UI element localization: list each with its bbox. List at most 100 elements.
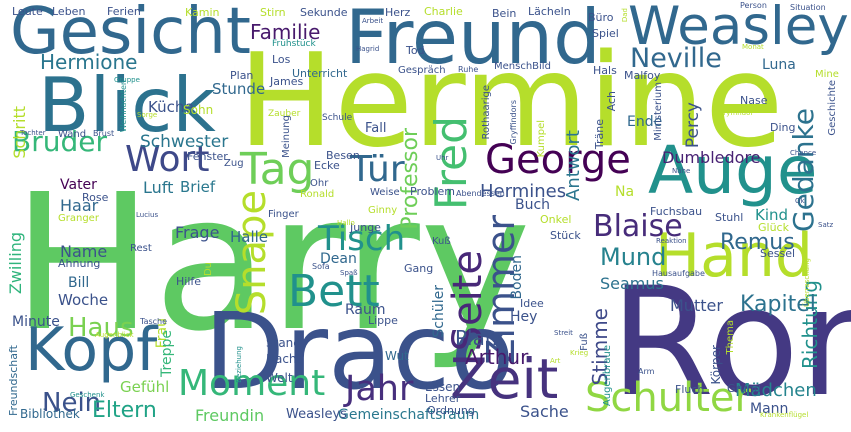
- word-ron: Ron: [610, 256, 851, 430]
- word-tag: Tag: [240, 144, 315, 195]
- word-kuss: Kuß: [432, 236, 451, 247]
- word-platz: Platz: [455, 326, 504, 350]
- word-auge: Auge: [648, 132, 818, 209]
- word-harry: Harry: [12, 154, 532, 373]
- word-draco: Draco: [204, 291, 515, 413]
- word-rose: Rose: [82, 191, 109, 204]
- word-familie: Familie: [250, 20, 321, 44]
- word-thema: Thema: [725, 320, 736, 355]
- word-tuer: Tür: [350, 149, 405, 190]
- word-onkel: Onkel: [540, 213, 572, 226]
- word-mutter: Mutter: [670, 296, 723, 315]
- word-hals: Hals: [593, 64, 617, 77]
- word-malfoy: Malfoy: [624, 69, 661, 82]
- word-sekunde: Sekunde: [300, 6, 348, 19]
- word-arbeit: Arbeit: [362, 17, 384, 25]
- word-treppe: Treppe: [159, 330, 175, 377]
- word-bruder: Bruder: [12, 125, 107, 158]
- word-plan: Plan: [230, 69, 254, 82]
- word-tod: Tod: [406, 44, 425, 57]
- word-fenster: Fenster: [187, 150, 228, 163]
- word-schulter: Schulter: [585, 375, 751, 421]
- word-zug: Zug: [224, 158, 244, 169]
- word-augenblick: Augenblick: [95, 331, 134, 339]
- word-kamin: Kamin: [185, 6, 220, 19]
- word-tasche: Tasche: [140, 317, 168, 326]
- word-wort: Wort: [125, 139, 210, 180]
- word-glueck: Glück: [758, 221, 789, 234]
- word-ach: Ach: [605, 91, 618, 112]
- word-ferien: Ferien: [107, 5, 141, 18]
- word-granger: Granger: [58, 213, 99, 224]
- word-kumpel: Kumpel: [536, 120, 547, 158]
- word-bibliothek: Bibliothek: [20, 407, 80, 421]
- word-stueck: Stück: [550, 229, 581, 242]
- word-fall: Fall: [365, 121, 387, 136]
- word-augenbraue: Augenbraue: [602, 345, 613, 407]
- word-junge: Junge: [350, 221, 381, 234]
- word-ministerium: Ministerium: [653, 82, 664, 141]
- word-idee: Idee: [520, 297, 544, 310]
- word-vater: Vater: [60, 177, 97, 193]
- word-hallo: Hallo: [337, 219, 355, 227]
- word-buero: Büro: [588, 11, 614, 24]
- word-lucius: Lucius: [136, 211, 159, 219]
- word-hermione: Hermione: [40, 50, 138, 74]
- word-fruehstueck: Frühstück: [272, 39, 316, 49]
- word-moment: Moment: [178, 363, 326, 404]
- word-ding: Ding: [770, 121, 796, 134]
- word-gang: Gang: [404, 262, 434, 275]
- word-krankenfluegel: Krankenflügel: [760, 411, 809, 419]
- word-freundin: Freundin: [195, 406, 265, 425]
- word-zauber: Zauber: [268, 109, 301, 119]
- word-koerper: Körper: [709, 345, 723, 385]
- word-schule: Schule: [322, 113, 353, 123]
- word-essen: Essen: [425, 380, 461, 394]
- word-buch: Buch: [515, 197, 551, 213]
- word-ordnung: Ordnung: [427, 404, 475, 417]
- word-krieg: Krieg: [570, 349, 589, 357]
- word-sessel: Sessel: [760, 247, 796, 260]
- word-gespraech: Gespräch: [398, 65, 446, 76]
- word-lippe: Lippe: [368, 314, 398, 327]
- word-leute: Leute: [12, 5, 43, 18]
- word-meinung: Meinung: [281, 115, 292, 158]
- word-raum: Raum: [345, 302, 386, 318]
- word-unterricht: Unterricht: [292, 67, 348, 80]
- word-dad: Dad: [621, 8, 629, 23]
- word-gesicht: Gesicht: [10, 0, 251, 69]
- word-na: Na: [615, 184, 635, 200]
- word-sorge: Sorge: [137, 111, 158, 119]
- word-stunde: Stunde: [212, 80, 266, 98]
- word-hand: Hand: [655, 221, 813, 291]
- word-stuhl: Stuhl: [715, 211, 744, 224]
- word-menschbild: MenschBild: [494, 61, 551, 72]
- word-stirn: Stirn: [260, 6, 286, 19]
- word-frage: Frage: [175, 223, 220, 242]
- word-maedchen: Mädchen: [735, 380, 817, 401]
- word-kueche: Küche: [148, 98, 194, 116]
- word-besen: Besen: [326, 149, 360, 162]
- word-brust: Brust: [93, 129, 115, 138]
- word-geschichte: Geschichte: [827, 80, 838, 136]
- word-sache: Sache: [520, 402, 569, 421]
- word-mann: Mann: [750, 401, 789, 417]
- word-finger: Finger: [268, 209, 299, 220]
- word-dean: Dean: [320, 251, 357, 267]
- word-jahr: Jahr: [345, 369, 414, 409]
- word-george: George: [485, 137, 631, 183]
- word-stand: Stand: [266, 336, 301, 350]
- word-percy: Percy: [683, 102, 703, 149]
- word-streit: Streit: [554, 329, 573, 337]
- word-weise: Weise: [370, 187, 400, 198]
- word-seamus: Seamus: [600, 274, 664, 293]
- word-welt: Welt: [266, 371, 293, 385]
- word-fuchsbau: Fuchsbau: [650, 205, 703, 218]
- word-traene: Träne: [593, 119, 606, 150]
- word-antwort: Antwort: [563, 130, 584, 201]
- word-weasleys: Weasleys: [286, 407, 347, 422]
- word-bett: Bett: [288, 266, 380, 317]
- word-zeit: Zeit: [450, 347, 559, 411]
- word-kapitel: Kapitel: [740, 292, 816, 317]
